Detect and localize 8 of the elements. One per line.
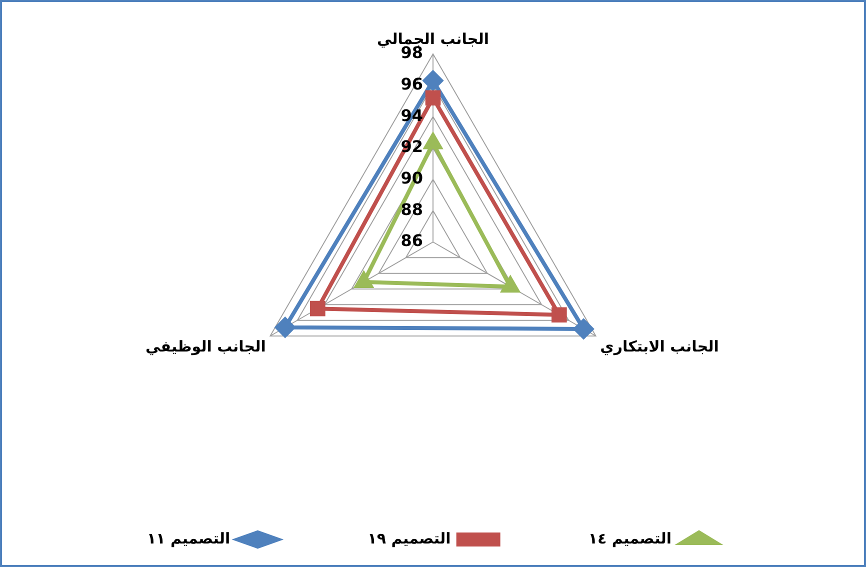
- spoke-label: الجانب الابتكاري: [600, 337, 719, 356]
- spoke-label: الجانب الوظيفي: [146, 337, 266, 356]
- y-tick-label: 86: [400, 231, 423, 250]
- y-tick-label: 88: [400, 200, 423, 219]
- legend-label: التصميم ١٤: [588, 529, 672, 548]
- legend-label: التصميم ١٩: [368, 529, 451, 548]
- legend-label: التصميم ١١: [147, 529, 230, 548]
- y-tick-label: 96: [400, 74, 423, 94]
